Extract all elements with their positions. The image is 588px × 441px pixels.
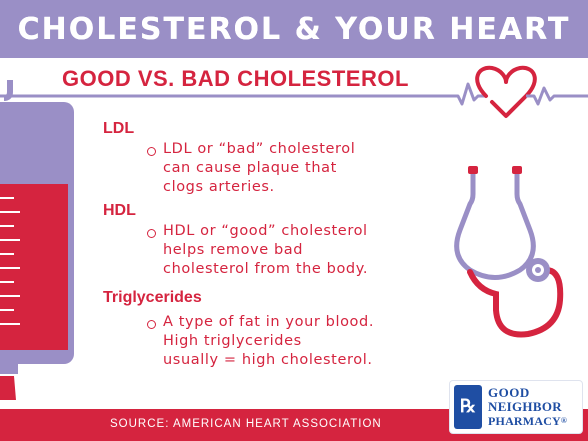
logo-pharmacy-text: PHARMACY [488, 414, 561, 428]
hdl-description: HDL or “good” cholesterol helps remove b… [163, 222, 368, 279]
heart-pulse-icon [0, 65, 588, 118]
hdl-line: HDL or “good” cholesterol [163, 223, 368, 239]
header-banner: CHOLESTEROL & YOUR HEART [0, 0, 588, 58]
hdl-heading: HDL [103, 202, 136, 219]
triglycerides-heading: Triglycerides [103, 289, 202, 306]
page-title: CHOLESTEROL & YOUR HEART [17, 11, 571, 47]
blood-bag-icon [0, 80, 74, 400]
pharmacy-logo: ℞ GOOD NEIGHBOR PHARMACY® [449, 380, 583, 434]
ldl-line: LDL or “bad” cholesterol [163, 141, 356, 157]
triglycerides-line: usually = high cholesterol. [163, 352, 373, 368]
section-subtitle: GOOD VS. BAD CHOLESTEROL [62, 66, 409, 91]
stethoscope-icon [454, 166, 564, 338]
ldl-line: can cause plaque that [163, 160, 337, 176]
rx-icon: ℞ [454, 385, 482, 429]
bullet-icon [147, 229, 156, 238]
bullet-icon [147, 147, 156, 156]
logo-line-neighbor: NEIGHBOR [488, 399, 562, 414]
hdl-line: cholesterol from the body. [163, 261, 369, 277]
logo-line-good: GOOD [488, 385, 530, 400]
triglycerides-description: A type of fat in your blood. High trigly… [163, 313, 374, 370]
bullet-icon [147, 320, 156, 329]
source-credit: SOURCE: AMERICAN HEART ASSOCIATION [110, 418, 382, 430]
triglycerides-line: High triglycerides [163, 333, 302, 349]
hdl-line: helps remove bad [163, 242, 304, 258]
registered-mark: ® [560, 416, 568, 425]
ldl-heading: LDL [103, 120, 135, 137]
ldl-line: clogs arteries. [163, 179, 275, 195]
logo-line-pharmacy: PHARMACY® [488, 414, 567, 428]
ldl-description: LDL or “bad” cholesterol can cause plaqu… [163, 140, 355, 197]
triglycerides-line: A type of fat in your blood. [163, 314, 375, 330]
